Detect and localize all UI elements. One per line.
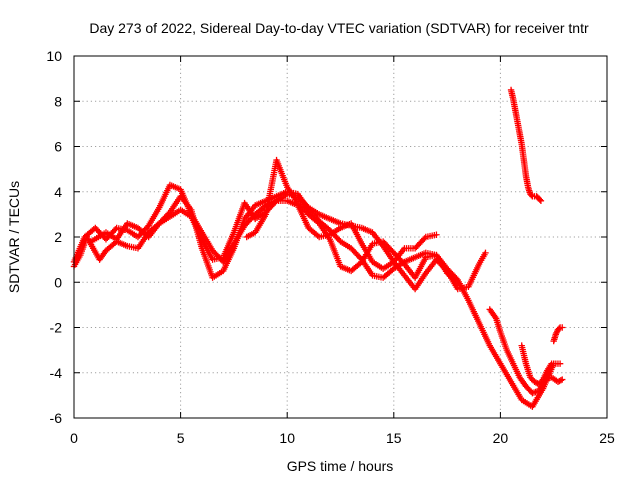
series-7 [518,342,564,388]
data-point [112,226,119,233]
x-tick-label: 20 [493,430,509,446]
chart-title: Day 273 of 2022, Sidereal Day-to-day VTE… [89,20,589,36]
series-8 [550,324,566,345]
data-point [454,279,461,286]
y-tick-label: -4 [50,365,63,381]
y-tick-label: -2 [50,320,63,336]
x-tick-label: 25 [599,430,615,446]
marks-layer [70,86,566,410]
y-tick-label: 4 [54,184,62,200]
data-point [555,325,563,332]
data-point [528,191,535,199]
grid-layer [74,56,607,418]
data-point [144,223,151,231]
data-point [556,360,564,367]
y-tick-label: 10 [46,48,62,64]
y-tick-label: 0 [54,274,62,290]
data-point [482,249,489,257]
series-1 [70,188,557,410]
data-point [272,199,279,206]
x-tick-label: 10 [279,430,295,446]
data-point [421,235,428,242]
y-tick-label: 2 [54,229,62,245]
x-axis-label: GPS time / hours [287,458,394,474]
y-axis-label: SDTVAR / TECUs [6,181,22,293]
y-tick-label: 6 [54,139,62,155]
y-tick-label: 8 [54,93,62,109]
series-4 [243,156,461,286]
data-point [536,196,544,203]
x-tick-label: 5 [177,430,185,446]
data-point [433,231,440,238]
x-tick-label: 0 [70,430,78,446]
series-5 [507,86,545,204]
ticks-layer: 0 5 10 15 20 25 -6 -4 -2 0 2 4 6 8 10 [46,48,615,446]
data-point [537,197,545,204]
x-tick-label: 15 [386,430,402,446]
data-point [559,376,566,383]
data-point [534,380,541,387]
data-point [557,377,565,384]
data-point [559,324,566,331]
y-tick-label: -6 [50,410,63,426]
